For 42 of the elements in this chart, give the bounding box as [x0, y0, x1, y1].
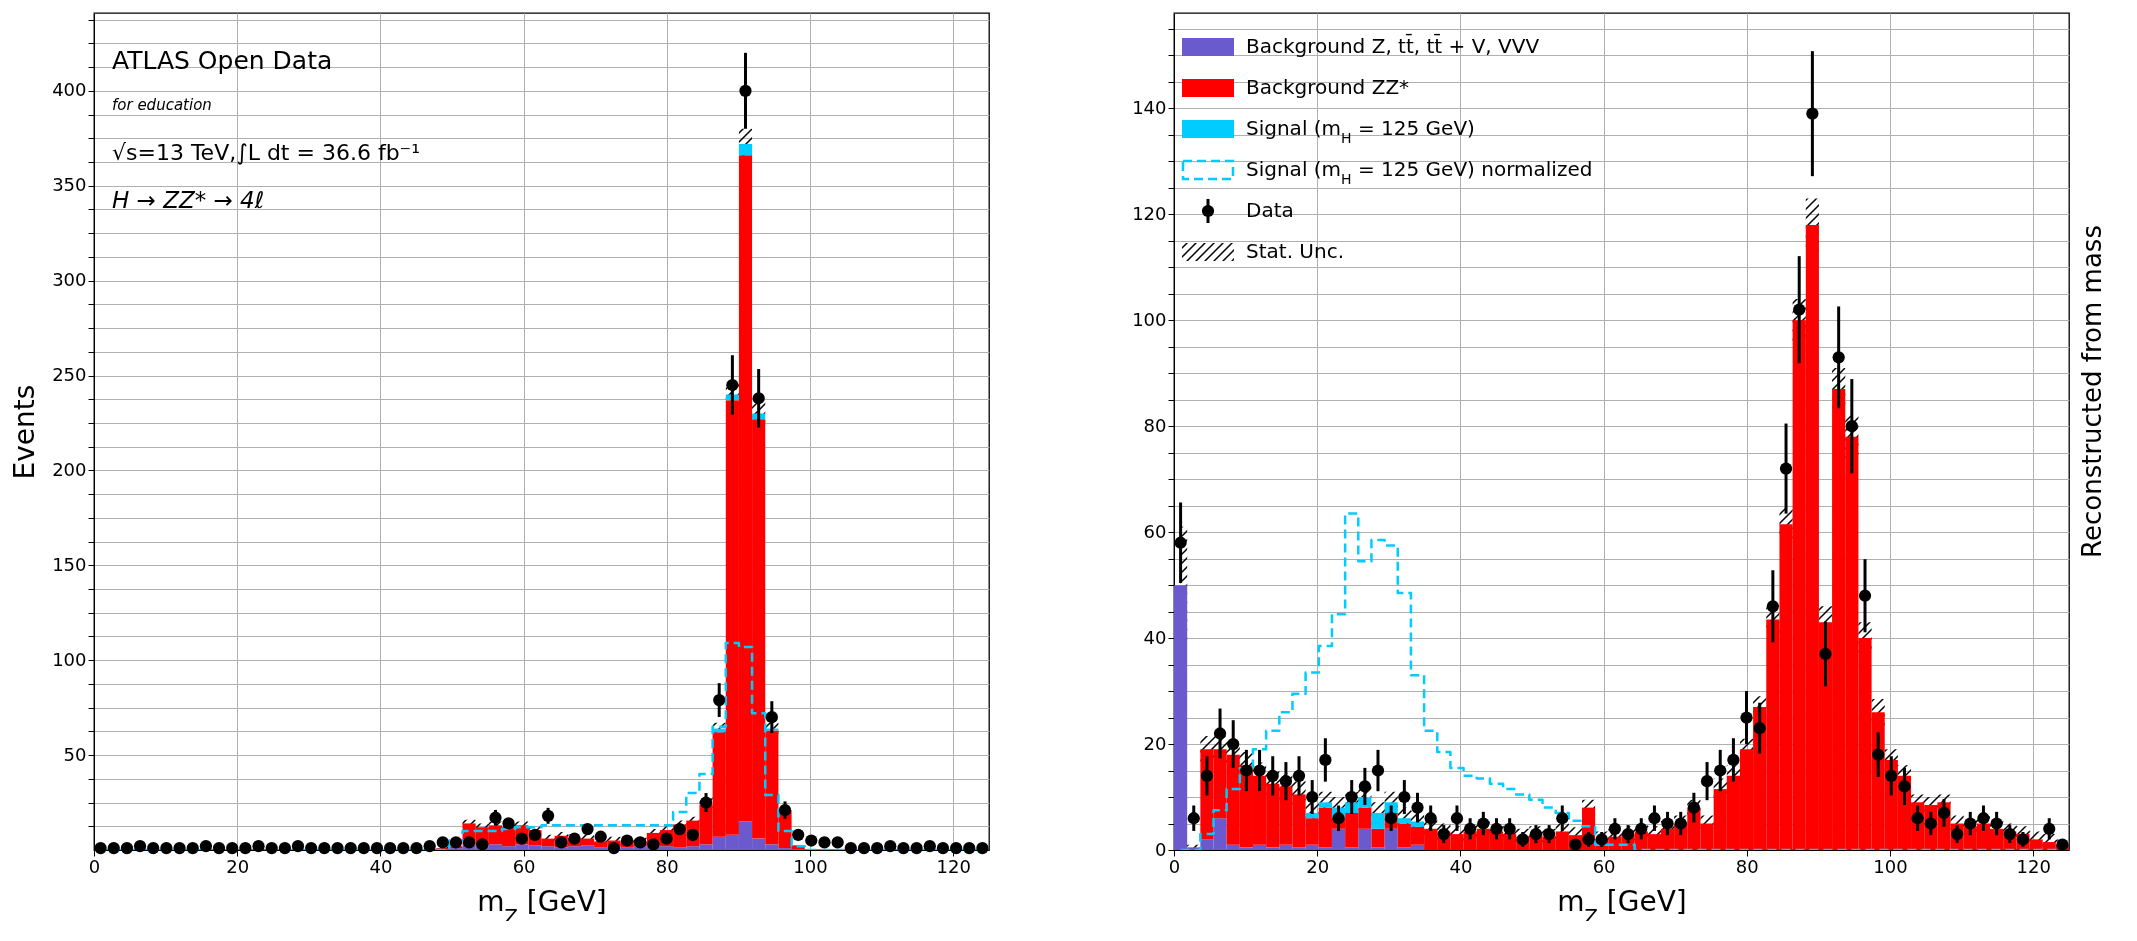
y-tick-label: 100	[52, 648, 87, 670]
y2-axis-title: Reconstructed from mass	[2077, 225, 2107, 558]
y-tick-label: 100	[1132, 308, 1167, 330]
y-tick-label: 40	[1143, 626, 1167, 648]
legend-label: Signal (m$_{H}$ = 125 GeV) normalized	[1246, 157, 1593, 187]
x-tick-label: 40	[369, 855, 393, 877]
x-tick-label: 60	[512, 855, 536, 877]
annotation: √s=13 TeV,∫L dt = 36.6 fb⁻¹	[112, 140, 421, 165]
annotation: H → ZZ* → 4ℓ	[112, 187, 265, 213]
y-tick-label: 400	[52, 79, 87, 101]
x-tick-label: 40	[1449, 855, 1473, 877]
y-tick-label: 250	[52, 364, 87, 386]
legend-label: Background Z, tt̄, tt̄ + V, VVV	[1246, 33, 1540, 58]
y-axis-title: Events	[8, 384, 42, 480]
annotation: ATLAS Open Data	[112, 46, 333, 75]
legend-label: Background ZZ*	[1246, 75, 1410, 99]
x-tick-label: 100	[1873, 855, 1908, 877]
legend-label: Data	[1246, 198, 1294, 222]
x-tick-label: 60	[1592, 855, 1616, 877]
x-tick-label: 0	[1168, 855, 1181, 877]
legend-label: Signal (m$_{H}$ = 125 GeV)	[1246, 116, 1475, 146]
x-tick-label: 80	[655, 855, 679, 877]
legend-label: Stat. Unc.	[1246, 239, 1345, 263]
y-tick-label: 60	[1143, 520, 1167, 542]
y-tick-label: 200	[52, 458, 87, 480]
y-tick-label: 20	[1143, 732, 1167, 754]
x-tick-label: 120	[936, 855, 971, 877]
x-tick-label: 80	[1735, 855, 1759, 877]
x-tick-label: 0	[88, 855, 101, 877]
y-tick-label: 50	[63, 743, 87, 765]
y-tick-label: 350	[52, 174, 87, 196]
x-tick-label: 100	[793, 855, 828, 877]
y-tick-label: 300	[52, 269, 87, 291]
y-tick-label: 80	[1143, 414, 1167, 436]
y-tick-label: 0	[1155, 838, 1167, 860]
y-tick-label: 150	[52, 553, 87, 575]
y-tick-label: 140	[1132, 96, 1167, 118]
x-tick-label: 120	[2016, 855, 2051, 877]
x-tick-label: 20	[1306, 855, 1330, 877]
x-tick-label: 20	[226, 855, 250, 877]
annotation: for education	[112, 96, 212, 114]
y-tick-label: 120	[1132, 202, 1167, 224]
